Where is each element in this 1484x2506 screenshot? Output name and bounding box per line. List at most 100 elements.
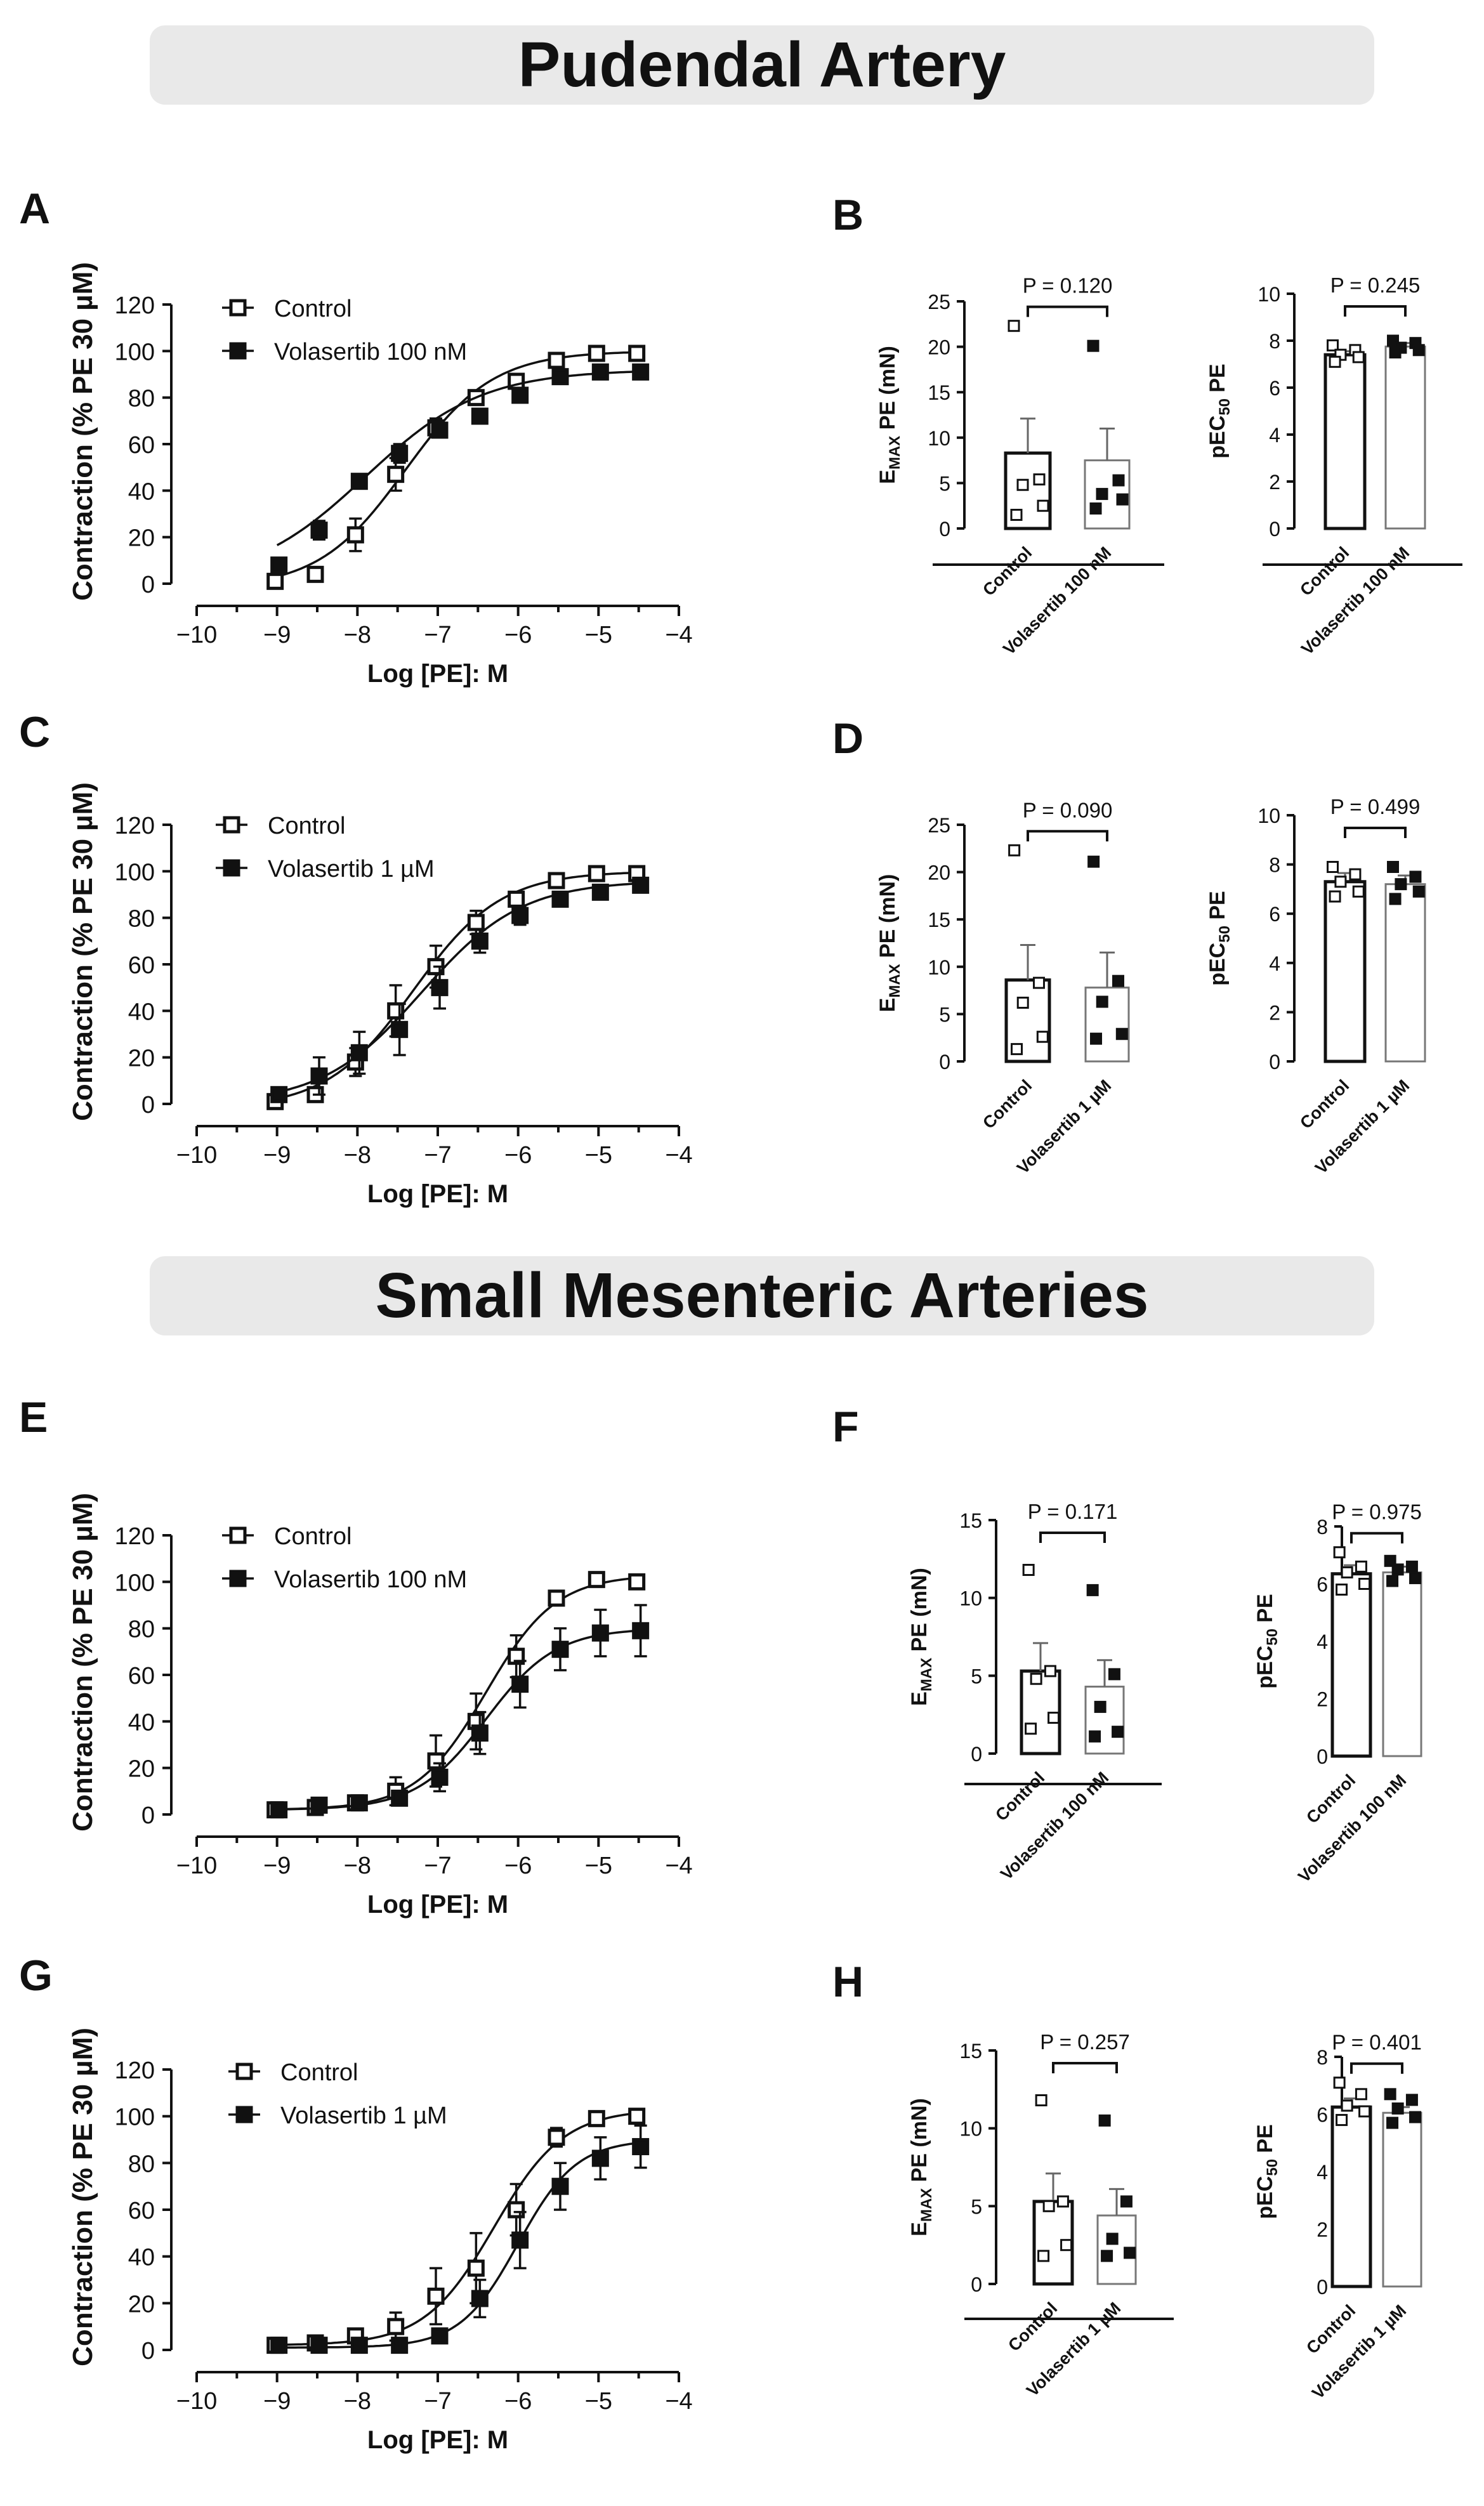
- x-tick-label-control: Control: [979, 543, 1035, 600]
- data-point: [306, 565, 324, 583]
- y-axis-label: Contraction (% PE 30 µM): [67, 1493, 98, 1832]
- data-point: [471, 1724, 489, 1742]
- data-point: [1336, 2114, 1348, 2127]
- data-point: [1334, 876, 1347, 888]
- section-title-pudendal: Pudendal Artery: [518, 29, 1006, 100]
- data-point: [1060, 2239, 1073, 2252]
- y-tick-label: 80: [128, 906, 155, 933]
- x-tick-label: −7: [424, 1142, 451, 1169]
- data-point: [1047, 1712, 1060, 1724]
- data-point: [310, 522, 328, 539]
- panel-letter-e: E: [19, 1393, 48, 1441]
- y-axis-label: Contraction (% PE 30 µM): [67, 262, 98, 601]
- data-point: [628, 1573, 646, 1591]
- data-point: [270, 556, 288, 574]
- legend-marker: [229, 1570, 247, 1587]
- data-point: [588, 1571, 605, 1589]
- bar: [1330, 2105, 1372, 2288]
- y-tick-label: 15: [928, 909, 950, 931]
- y-tick-label: 6: [1317, 1573, 1328, 1596]
- y-tick-label: 40: [128, 478, 155, 505]
- series-volasertib-100-nm: Volasertib 100 nM: [222, 1566, 650, 1819]
- data-point: [1011, 1043, 1023, 1056]
- data-point: [1358, 2105, 1371, 2118]
- y-tick-label: 100: [115, 1570, 155, 1596]
- data-point: [1090, 1032, 1103, 1045]
- x-axis-label: Log [PE]: M: [367, 2426, 508, 2454]
- data-point: [591, 1624, 609, 1642]
- fit-curve-control: [277, 351, 639, 578]
- y-tick-label: 4: [1317, 1630, 1328, 1653]
- data-point: [1010, 509, 1023, 522]
- y-tick-label: 10: [1257, 804, 1280, 827]
- data-point: [391, 445, 409, 462]
- bar-group-control: Control: [1303, 1546, 1372, 1827]
- panel-letter-h: H: [832, 1958, 864, 2006]
- legend-marker: [235, 2063, 253, 2080]
- data-point: [1112, 474, 1125, 487]
- data-point: [1056, 2195, 1069, 2208]
- data-point: [1352, 885, 1365, 898]
- data-point: [1116, 493, 1129, 506]
- legend-label-control: Control: [274, 1523, 352, 1550]
- data-point: [1389, 346, 1402, 358]
- data-point: [548, 1589, 565, 1607]
- data-point: [1384, 2088, 1396, 2101]
- y-tick-label: 2: [1269, 1001, 1280, 1024]
- fit-curve-volasertib-1-m: [277, 882, 639, 1094]
- data-point: [310, 1796, 328, 1814]
- data-point: [1035, 2094, 1047, 2107]
- x-tick-label: −7: [424, 622, 451, 648]
- x-tick-label-volasertib-1-m: Volasertib 1 µM: [1308, 2301, 1410, 2403]
- x-tick-label: −10: [176, 2388, 217, 2415]
- bar: [1382, 1571, 1422, 1757]
- fit-curve-control: [277, 1577, 639, 1811]
- legend-marker: [229, 342, 247, 360]
- significance-bracket: [1344, 305, 1407, 317]
- y-axis-label: EMAX PE (mN): [907, 1568, 935, 1706]
- data-point: [508, 1648, 525, 1665]
- bar: [1382, 2111, 1422, 2288]
- data-point: [591, 883, 609, 901]
- data-point: [1036, 1030, 1049, 1043]
- p-value-label: P = 0.975: [1332, 1500, 1422, 1524]
- fit-curve-volasertib-100-nm: [277, 1629, 639, 1811]
- x-tick-label: −7: [424, 2388, 451, 2415]
- data-point: [1016, 996, 1029, 1009]
- series-volasertib-1-m: Volasertib 1 µM: [228, 2103, 650, 2354]
- y-tick-label: 100: [115, 859, 155, 886]
- banner-pudendal: Pudendal Artery: [150, 25, 1374, 105]
- y-axis-label: EMAX PE (mN): [907, 2098, 935, 2236]
- y-tick-label: 120: [115, 2057, 155, 2084]
- data-point: [1386, 1575, 1399, 1587]
- data-point: [1094, 1700, 1106, 1713]
- y-tick-label: 15: [959, 2040, 982, 2063]
- data-point: [1327, 339, 1339, 351]
- x-tick-label-volasertib-100-nm: Volasertib 100 nM: [1297, 543, 1413, 659]
- data-point: [588, 2109, 605, 2127]
- y-tick-label: 0: [939, 1051, 950, 1073]
- legend-label-volasertib-1-m: Volasertib 1 µM: [268, 856, 435, 882]
- y-tick-label: 0: [971, 1743, 982, 1766]
- y-tick-label: 20: [128, 1046, 155, 1072]
- x-tick-label: −4: [665, 622, 692, 648]
- legend-label-volasertib-1-m: Volasertib 1 µM: [280, 2103, 447, 2129]
- data-point: [1355, 1560, 1367, 1573]
- data-point: [1395, 878, 1407, 891]
- data-point: [471, 932, 489, 950]
- x-tick-label: −9: [263, 1142, 291, 1169]
- data-point: [591, 363, 609, 381]
- data-point: [431, 979, 449, 997]
- data-point: [391, 1021, 409, 1039]
- y-axis-label: pEC50 PE: [1205, 364, 1233, 459]
- x-tick-label: −6: [504, 1142, 532, 1169]
- data-point: [1352, 351, 1365, 364]
- y-tick-label: 5: [939, 1003, 950, 1026]
- data-point: [266, 572, 284, 590]
- y-tick-label: 0: [141, 1092, 155, 1119]
- y-tick-label: 8: [1317, 1516, 1328, 1538]
- data-point: [467, 2259, 485, 2277]
